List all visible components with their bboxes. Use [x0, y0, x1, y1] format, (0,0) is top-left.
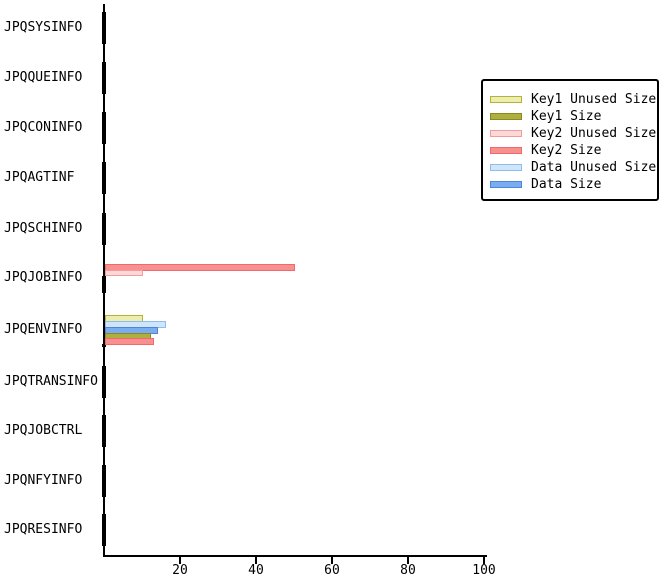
- category-label-jpqenvinfo: JPQENVINFO: [4, 322, 83, 337]
- zero-bar-mark: [102, 62, 106, 94]
- bar-jpqjobinfo-key2-size: [105, 264, 295, 271]
- legend-row-key1-size: Key1 Size: [490, 108, 657, 125]
- zero-bar-mark: [102, 12, 106, 44]
- x-tick-80: [407, 555, 409, 564]
- x-tick-100: [483, 555, 485, 564]
- zero-bar-mark: [102, 276, 106, 293]
- x-tick-20: [179, 555, 181, 564]
- zero-bar-mark: [102, 162, 106, 194]
- zero-bar-mark: [102, 112, 106, 144]
- legend-label: Data Size: [531, 177, 602, 192]
- category-label-jpqsysinfo: JPQSYSINFO: [4, 20, 83, 35]
- x-tick-label-60: 60: [324, 563, 340, 578]
- legend-label: Key2 Size: [531, 143, 602, 158]
- legend-row-key2-unused-size: Key2 Unused Size: [490, 125, 657, 142]
- legend-row-key2-size: Key2 Size: [490, 142, 657, 159]
- legend-label: Data Unused Size: [531, 160, 657, 175]
- bar-jpqjobinfo-key2-unused-size: [105, 270, 143, 276]
- legend-swatch-icon: [490, 130, 522, 137]
- legend-row-key1-unused-size: Key1 Unused Size: [490, 91, 657, 108]
- legend-row-data-size: Data Size: [490, 176, 657, 193]
- legend-box: Key1 Unused Size Key1 Size Key2 Unused Siz…: [481, 79, 659, 201]
- x-tick-label-20: 20: [172, 563, 188, 578]
- zero-bar-mark: [102, 465, 106, 497]
- legend-row-data-unused-size: Data Unused Size: [490, 159, 657, 176]
- category-label-jpqnfyinfo: JPQNFYINFO: [4, 473, 83, 488]
- zero-bar-mark: [102, 366, 106, 398]
- legend-label: Key2 Unused Size: [531, 126, 657, 141]
- zero-bar-mark: [102, 415, 106, 447]
- category-label-jpqjobctrl: JPQJOBCTRL: [4, 423, 83, 438]
- x-tick-40: [255, 555, 257, 564]
- category-label-jpqresinfo: JPQRESINFO: [4, 522, 83, 537]
- zero-bar-mark: [102, 344, 106, 347]
- legend-label: Key1 Unused Size: [531, 92, 657, 107]
- x-tick-label-80: 80: [400, 563, 416, 578]
- legend-swatch-icon: [490, 96, 522, 103]
- x-tick-60: [331, 555, 333, 564]
- x-tick-label-40: 40: [248, 563, 264, 578]
- category-label-jpqschinfo: JPQSCHINFO: [4, 221, 83, 236]
- category-label-jpqconinfo: JPQCONINFO: [4, 120, 83, 135]
- category-label-jpqagtinf: JPQAGTINF: [4, 170, 75, 185]
- legend-label: Key1 Size: [531, 109, 602, 124]
- legend-swatch-icon: [490, 181, 522, 188]
- legend-swatch-icon: [490, 147, 522, 154]
- legend-swatch-icon: [490, 113, 522, 120]
- x-axis: [103, 555, 487, 557]
- legend-swatch-icon: [490, 164, 522, 171]
- zero-bar-mark: [102, 514, 106, 546]
- x-tick-label-100: 100: [472, 563, 496, 578]
- bar-jpqenvinfo-key2-size: [105, 338, 154, 345]
- category-label-jpqtransinfo: JPQTRANSINFO: [4, 374, 98, 389]
- category-label-jpqjobinfo: JPQJOBINFO: [4, 270, 83, 285]
- zero-bar-mark: [102, 213, 106, 245]
- category-label-jpqqueinfo: JPQQUEINFO: [4, 70, 83, 85]
